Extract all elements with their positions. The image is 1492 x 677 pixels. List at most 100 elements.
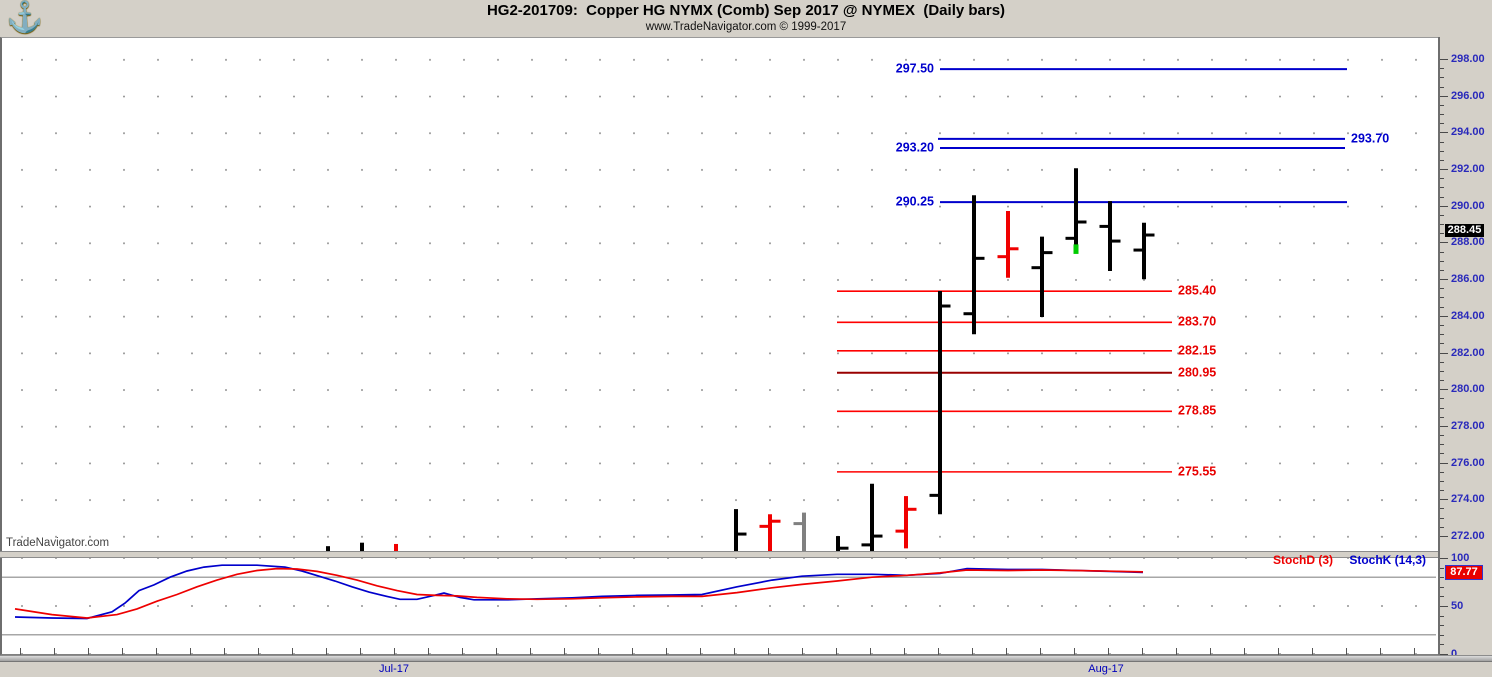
- date-tick: [632, 648, 633, 655]
- axis-tick: [1440, 288, 1444, 290]
- axis-tick: [1440, 416, 1444, 418]
- axis-tick: [1440, 297, 1444, 299]
- axis-tick: [1440, 352, 1448, 354]
- date-tick: [326, 648, 327, 655]
- axis-tick: [1440, 306, 1444, 308]
- axis-tick-label: 290.00: [1451, 199, 1485, 212]
- axis-tick: [1440, 104, 1444, 106]
- axis-tick: [1440, 370, 1444, 372]
- axis-tick: [1440, 407, 1444, 409]
- axis-tick: [1440, 508, 1444, 510]
- price-chart-panel[interactable]: 297.50 293.70 293.20 290.25 285.40 283.70 282.…: [0, 37, 1438, 551]
- last-price-badge: 288.45: [1445, 224, 1484, 237]
- axis-tick-label: 294.00: [1451, 126, 1485, 139]
- axis-tick: [1440, 214, 1444, 216]
- axis-tick: [1440, 334, 1444, 336]
- axis-tick-label: 298.00: [1451, 53, 1485, 65]
- date-tick: [768, 648, 769, 655]
- axis-tick: [1440, 178, 1444, 180]
- axis-tick: [1440, 577, 1444, 579]
- stochastic-canvas: [2, 564, 1436, 636]
- date-tick: [802, 648, 803, 655]
- date-tick: [1210, 648, 1211, 655]
- axis-tick: [1440, 123, 1444, 125]
- resistance-level-label: 293.70: [1351, 131, 1390, 146]
- axis-tick-label: 284.00: [1451, 309, 1485, 322]
- date-tick: [666, 648, 667, 655]
- axis-tick-label: 100: [1451, 552, 1470, 564]
- support-level-label: 282.15: [1178, 343, 1217, 358]
- x-axis-bar: [0, 655, 1492, 662]
- axis-tick: [1440, 325, 1444, 327]
- date-tick: [1380, 648, 1381, 655]
- axis-tick: [1440, 77, 1444, 79]
- axis-tick: [1440, 260, 1444, 262]
- axis-tick: [1440, 159, 1444, 161]
- axis-tick-label: 278.00: [1451, 419, 1485, 432]
- axis-tick: [1440, 654, 1448, 655]
- axis-tick: [1440, 453, 1444, 455]
- axis-tick-label: 282.00: [1451, 346, 1485, 359]
- date-tick: [394, 648, 395, 655]
- axis-tick: [1440, 132, 1448, 134]
- axis-tick: [1440, 141, 1444, 143]
- axis-tick: [1440, 398, 1444, 400]
- resistance-level-label: 293.20: [895, 140, 934, 155]
- date-tick: [1040, 648, 1041, 655]
- month-label: Jul-17: [379, 663, 409, 675]
- axis-tick: [1440, 586, 1444, 588]
- axis-tick-label: 274.00: [1451, 493, 1485, 506]
- axis-tick-label: 272.00: [1451, 529, 1485, 542]
- price-axis[interactable]: 298.00 296.00 294.00 292.00 290.00 288.00 286.…: [1438, 37, 1492, 662]
- axis-tick: [1440, 499, 1448, 501]
- axis-tick-label: 286.00: [1451, 273, 1485, 286]
- axis-tick: [1440, 343, 1444, 345]
- panel-divider[interactable]: [0, 551, 1438, 558]
- date-tick: [870, 648, 871, 655]
- axis-tick: [1440, 224, 1444, 226]
- axis-tick: [1440, 169, 1448, 171]
- axis-tick: [1440, 567, 1444, 569]
- stochastic-panel[interactable]: [0, 558, 1438, 655]
- axis-tick: [1440, 315, 1448, 317]
- axis-tick: [1440, 615, 1444, 617]
- date-tick: [1414, 648, 1415, 655]
- axis-tick: [1440, 114, 1444, 116]
- axis-tick: [1440, 444, 1444, 446]
- date-tick: [530, 648, 531, 655]
- axis-tick: [1440, 634, 1444, 636]
- axis-tick-label: 292.00: [1451, 163, 1485, 176]
- support-level-label: 280.95: [1178, 365, 1217, 380]
- support-level-label: 283.70: [1178, 314, 1217, 329]
- axis-tick: [1440, 95, 1448, 97]
- axis-tick: [1440, 361, 1444, 363]
- chart-title: HG2-201709: Copper HG NYMX (Comb) Sep 20…: [486, 2, 1006, 19]
- date-tick: [938, 648, 939, 655]
- date-tick: [1278, 648, 1279, 655]
- axis-tick-label: 296.00: [1451, 89, 1485, 102]
- axis-tick: [1440, 606, 1448, 607]
- axis-tick: [1440, 480, 1444, 482]
- axis-tick: [1440, 269, 1444, 271]
- date-tick: [972, 648, 973, 655]
- chart-subtitle: www.TradeNavigator.com © 1999-2017: [645, 21, 847, 33]
- price-bars-canvas: [326, 68, 1347, 551]
- date-tick: [700, 648, 701, 655]
- stoch-k-label: StochK (14,3): [1349, 553, 1426, 567]
- anchor-logo-icon: ⚓: [6, 1, 44, 34]
- support-level-label: 285.40: [1178, 283, 1217, 298]
- support-level-label: 278.85: [1178, 403, 1217, 418]
- date-tick: [224, 648, 225, 655]
- axis-tick: [1440, 435, 1444, 437]
- axis-tick-label: 276.00: [1451, 456, 1485, 469]
- stoch-d-label: StochD (3): [1273, 553, 1333, 567]
- date-tick: [1006, 648, 1007, 655]
- axis-tick: [1440, 196, 1444, 198]
- date-tick: [1244, 648, 1245, 655]
- axis-tick: [1440, 150, 1444, 152]
- date-tick: [1108, 648, 1109, 655]
- axis-tick: [1440, 535, 1448, 537]
- date-tick: [292, 648, 293, 655]
- axis-tick: [1440, 471, 1444, 473]
- date-tick: [1176, 648, 1177, 655]
